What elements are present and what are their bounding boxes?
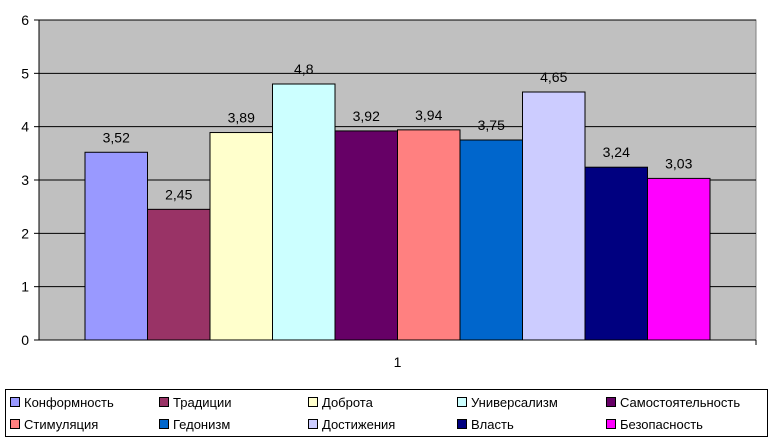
legend-swatch <box>10 419 20 429</box>
legend-swatch <box>159 419 169 429</box>
data-label: 4,65 <box>540 69 567 85</box>
legend-label: Достижения <box>322 416 396 432</box>
legend-item: Традиции <box>159 391 308 413</box>
legend-label: Стимуляция <box>24 416 99 432</box>
legend-label: Традиции <box>173 394 232 410</box>
legend-swatch <box>606 419 616 429</box>
bar-6 <box>459 139 523 341</box>
data-label: 4,8 <box>294 61 314 77</box>
legend-swatch <box>606 397 616 407</box>
legend-swatch <box>308 397 318 407</box>
data-label: 3,89 <box>228 110 255 126</box>
y-tick-label: 2 <box>21 225 29 241</box>
y-tick-label: 4 <box>21 119 29 135</box>
legend-label: Самостоятельность <box>620 394 741 410</box>
legend-swatch <box>457 397 467 407</box>
bar-9 <box>647 177 711 341</box>
bar-3 <box>272 83 336 341</box>
legend-item: Стимуляция <box>10 413 159 435</box>
legend-item: Самостоятельность <box>606 391 766 413</box>
legend-label: Гедонизм <box>173 416 231 432</box>
y-tick-label: 0 <box>21 332 29 348</box>
legend-label: Власть <box>471 416 514 432</box>
bar-2 <box>209 132 273 341</box>
data-label: 3,94 <box>415 107 442 123</box>
legend-swatch <box>159 397 169 407</box>
bar-0 <box>84 151 148 341</box>
legend-item: Доброта <box>308 391 457 413</box>
data-label: 3,03 <box>665 155 692 171</box>
data-label: 3,24 <box>603 144 630 160</box>
bars <box>84 83 711 341</box>
legend-item: Гедонизм <box>159 413 308 435</box>
data-label: 3,75 <box>478 117 505 133</box>
legend-label: Доброта <box>322 394 373 410</box>
bar-7 <box>522 91 586 341</box>
legend-label: Универсализм <box>471 394 558 410</box>
legend-label: Безопасность <box>620 416 703 432</box>
y-tick-label: 3 <box>21 172 29 188</box>
bar-4 <box>334 130 398 341</box>
legend-swatch <box>457 419 467 429</box>
bar-5 <box>397 129 461 341</box>
data-label: 3,52 <box>103 129 130 145</box>
legend-item: Безопасность <box>606 413 766 435</box>
bar-8 <box>584 166 648 341</box>
legend-item: Достижения <box>308 413 457 435</box>
y-tick-label: 6 <box>21 12 29 28</box>
legend-item: Власть <box>457 413 606 435</box>
y-tick-label: 5 <box>21 65 29 81</box>
legend-swatch <box>308 419 318 429</box>
y-tick-label: 1 <box>21 279 29 295</box>
data-label: 2,45 <box>165 186 192 202</box>
data-label: 3,92 <box>353 108 380 124</box>
x-category-label: 1 <box>394 354 402 370</box>
legend-label: Конформность <box>24 394 114 410</box>
legend-item: Универсализм <box>457 391 606 413</box>
data-labels: 3,52 2,45 3,89 4,8 3,92 3,94 3,75 4,65 3,24 3,03 <box>103 61 693 202</box>
legend-swatch <box>10 397 20 407</box>
legend-item: Конформность <box>10 391 159 413</box>
bar-1 <box>147 208 211 341</box>
legend: Конформность Традиции Доброта Универсализм С… <box>5 389 768 437</box>
